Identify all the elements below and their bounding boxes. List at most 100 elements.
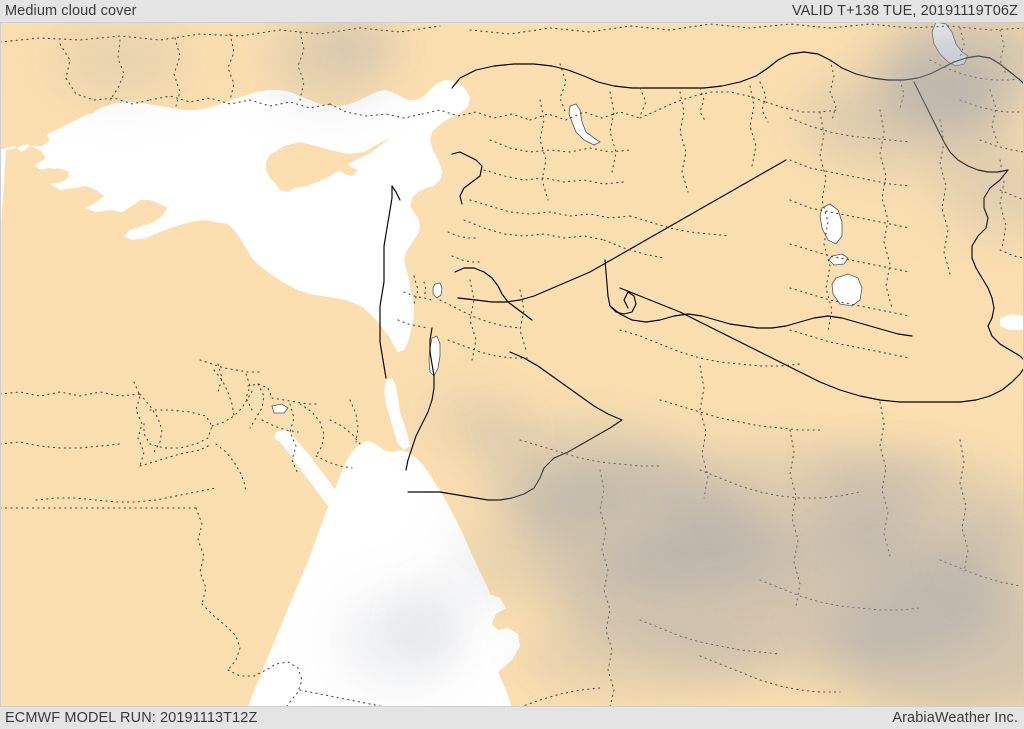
admin-egypt-9 — [227, 661, 303, 707]
admin-turkey-12 — [639, 91, 767, 119]
cloud-detail-e — [520, 620, 760, 700]
admin-israel-1 — [403, 291, 433, 301]
admin-turkey-7 — [227, 33, 235, 101]
cloud-detail-b — [810, 444, 950, 496]
admin-turkey-13 — [559, 63, 567, 115]
admin-egypt-24 — [261, 419, 299, 433]
cloud-detail-i — [394, 580, 466, 660]
admin-egypt-1 — [0, 391, 141, 397]
admin-syria-10 — [603, 239, 665, 259]
border-israel-jordan — [405, 327, 435, 471]
admin-saudi-6 — [699, 365, 709, 499]
admin-turkey-16 — [759, 81, 769, 123]
cloud-patch-gulf-of-aqaba-east — [450, 520, 590, 600]
model-run-label: ECMWF MODEL RUN: 20191113T12Z — [5, 710, 258, 726]
admin-syria-5 — [539, 99, 549, 201]
product-title: Medium cloud cover — [5, 3, 137, 19]
gulf-of-aqaba — [384, 378, 410, 450]
border-lebanon-israel — [454, 267, 533, 321]
admin-egypt-18 — [245, 373, 253, 411]
bardawil-lagoon — [271, 403, 289, 414]
admin-egypt-15 — [247, 383, 273, 399]
admin-syria-3 — [469, 199, 631, 219]
red-sea — [358, 441, 520, 707]
admin-saudi-13 — [959, 439, 969, 573]
border-jordan-iraq — [604, 259, 637, 315]
cloud-detail-a — [610, 526, 790, 594]
sea-of-galilee — [432, 282, 443, 299]
aegean-islands — [0, 96, 100, 272]
admin-turkey-15 — [699, 87, 707, 123]
admin-turkey-14 — [639, 87, 647, 117]
admin-syria-1 — [489, 139, 631, 153]
cloud-detail-h — [466, 412, 534, 448]
cloud-patch-south-east-corner — [830, 580, 1024, 707]
admin-sinai-2 — [349, 399, 359, 443]
admin-egypt-5 — [35, 487, 217, 503]
admin-sinai-1 — [329, 419, 361, 445]
border-saudi-iraq — [619, 287, 961, 403]
admin-iraq-4 — [789, 243, 911, 273]
admin-egypt-14 — [213, 369, 235, 417]
admin-egypt-23 — [315, 455, 353, 469]
cloud-detail-d — [940, 520, 1024, 600]
dead-sea — [428, 335, 441, 377]
admin-iran-5 — [999, 249, 1024, 259]
admin-turkey-1 — [0, 25, 441, 43]
admin-turkey-9 — [329, 103, 423, 119]
admin-egypt-12 — [211, 387, 255, 427]
admin-egypt-22 — [299, 403, 325, 457]
attribution-label: ArabiaWeather Inc. — [892, 710, 1018, 726]
admin-syria-2 — [483, 169, 625, 185]
cloud-detail-f — [884, 62, 996, 130]
border-saudi-kuwait — [959, 367, 1024, 403]
admin-lebanon-1 — [447, 231, 479, 239]
cloud-detail-g — [320, 22, 400, 62]
border-jordan-syria — [457, 159, 787, 303]
cloud-cover-layer — [50, 22, 1024, 707]
admin-egypt-13 — [215, 443, 247, 493]
footer-bar: ECMWF MODEL RUN: 20191113T12Z ArabiaWeat… — [0, 707, 1024, 729]
admin-egypt-16 — [199, 359, 261, 373]
border-egypt-israel — [379, 185, 393, 379]
admin-turkey-10 — [421, 109, 531, 121]
admin-israel-4 — [423, 281, 427, 297]
cloud-patch-zagros-fringe — [940, 144, 1024, 236]
admin-jordan-1 — [439, 299, 521, 329]
inland-water-layer — [271, 22, 1024, 707]
admin-syria-7 — [679, 91, 689, 193]
mediterranean-sea — [0, 80, 470, 352]
cyprus-island — [266, 138, 390, 192]
admin-syria-4 — [463, 219, 605, 241]
cloud-detail-c — [500, 476, 620, 524]
admin-turkey-4 — [149, 95, 331, 109]
rhodes-island — [34, 196, 68, 238]
border-jordan-saudi-north — [609, 305, 913, 337]
cloud-patch-south-western-turkey — [50, 26, 190, 94]
admin-iraq-5 — [789, 287, 911, 317]
admin-saudi-2 — [659, 399, 821, 431]
admin-iraq-3 — [789, 199, 911, 229]
lake-habbaniyah — [828, 253, 849, 266]
admin-iraq-9 — [939, 119, 951, 275]
admin-egypt-4 — [0, 441, 121, 449]
header-bar: Medium cloud cover VALID T+138 TUE, 2019… — [0, 0, 1024, 22]
persian-gulf-inlet — [1000, 314, 1024, 330]
admin-israel-2 — [397, 319, 429, 329]
map-graphic — [0, 22, 1024, 707]
admin-egypt-8 — [201, 603, 241, 671]
valid-time-label: VALID T+138 TUE, 20191119T06Z — [791, 3, 1018, 19]
gulf-of-suez — [274, 430, 356, 528]
border-egypt-nile-delta — [391, 185, 401, 201]
admin-egypt-7 — [195, 507, 207, 605]
admin-egypt-21 — [289, 403, 299, 475]
admin-lebanon-2 — [451, 255, 483, 263]
lake-assad — [568, 103, 601, 146]
border-syria-lebanon — [451, 151, 483, 205]
lake-razzaza — [831, 273, 863, 307]
admin-egypt-11 — [143, 409, 213, 449]
admin-syria-9 — [629, 215, 731, 237]
admin-iraq-2 — [789, 159, 911, 187]
map-canvas[interactable] — [0, 22, 1024, 707]
